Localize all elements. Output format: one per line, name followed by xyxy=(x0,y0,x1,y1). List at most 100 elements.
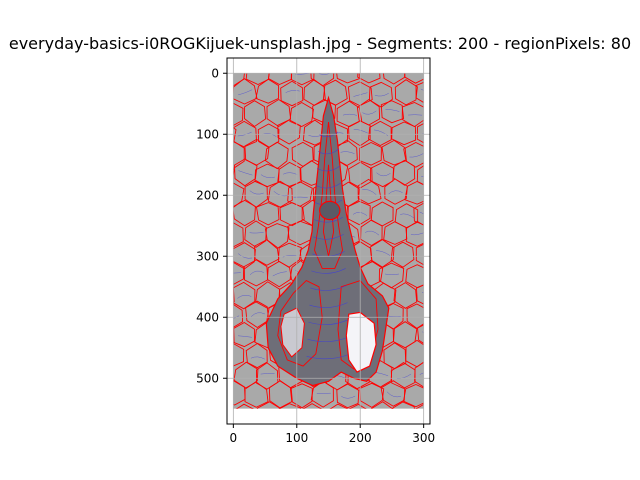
segment-cell xyxy=(394,203,419,229)
segment-cell xyxy=(415,81,424,104)
segment-cell xyxy=(416,122,424,144)
segment-cell xyxy=(359,141,382,166)
segment-contour xyxy=(352,212,368,216)
object-contour-line xyxy=(306,353,351,360)
segment-contour xyxy=(385,109,400,112)
object-contour-line xyxy=(310,285,347,291)
y-tick-label: 300 xyxy=(196,249,219,263)
segment-cell xyxy=(336,73,360,84)
y-tick-label: 500 xyxy=(196,371,219,385)
segment-contour xyxy=(233,315,240,319)
segment-cell xyxy=(197,100,220,127)
object-contour-line xyxy=(308,319,349,325)
segment-contour xyxy=(397,373,412,379)
x-tick-label: 200 xyxy=(349,431,372,445)
segment-cell xyxy=(371,401,394,409)
object-contour-line xyxy=(315,182,342,189)
segment-cell xyxy=(416,165,424,186)
segment-contour xyxy=(340,151,355,154)
object-contour-line xyxy=(318,131,339,138)
segment-contour xyxy=(331,415,345,417)
segment-cell xyxy=(233,287,235,303)
segment-contour xyxy=(376,250,391,256)
segment-cell xyxy=(198,220,221,247)
segment-contour xyxy=(374,93,389,97)
segment-cell xyxy=(392,159,416,186)
y-tick-label: 0 xyxy=(211,66,219,80)
segment-cell xyxy=(357,73,381,84)
object-contour-line xyxy=(314,216,343,223)
segment-cell xyxy=(404,73,424,84)
segment-cell xyxy=(289,101,314,127)
segment-contour xyxy=(205,151,219,154)
segment-contour xyxy=(362,189,377,195)
axes-frame xyxy=(226,57,431,425)
segment-contour xyxy=(260,174,276,179)
segment-cell xyxy=(278,403,301,409)
y-tick-label: 100 xyxy=(196,127,219,141)
segment-contour xyxy=(342,113,357,116)
segment-contour xyxy=(272,271,287,277)
object-contour-line xyxy=(313,234,344,240)
segment-cell xyxy=(347,200,371,226)
segment-contour xyxy=(420,88,424,91)
segment-cell xyxy=(209,203,232,229)
segment-contour xyxy=(421,292,424,294)
segment-cell xyxy=(244,381,269,408)
segment-cell xyxy=(291,73,315,86)
segment-cell xyxy=(413,202,424,226)
segment-contour xyxy=(249,270,265,275)
segment-cell xyxy=(266,98,292,128)
object-contour-line xyxy=(317,148,340,155)
segment-contour xyxy=(421,175,424,178)
segment-cell xyxy=(244,220,267,248)
segment-cell xyxy=(255,202,280,226)
segment-contour xyxy=(249,190,264,195)
segment-cell xyxy=(268,73,292,86)
y-tick-label: 400 xyxy=(196,310,219,324)
segment-contour xyxy=(217,293,231,296)
segment-cell xyxy=(393,321,418,349)
segment-cell xyxy=(360,219,383,247)
segment-contour xyxy=(250,312,266,317)
segment-contour xyxy=(386,391,401,398)
segment-contour xyxy=(206,353,220,355)
segment-cell xyxy=(233,182,245,208)
segment-contour xyxy=(214,97,228,98)
segment-contour xyxy=(238,170,253,176)
x-axis: 0 100 200 300 xyxy=(230,424,435,445)
segment-cell xyxy=(233,102,244,126)
segment-cell xyxy=(383,221,408,245)
segment-cell xyxy=(245,300,270,329)
segment-cell xyxy=(390,241,415,268)
neck-ring xyxy=(319,200,341,221)
segment-cell xyxy=(370,161,394,188)
object-contour-line xyxy=(311,268,346,274)
right-highlight xyxy=(345,311,377,373)
segment-contour xyxy=(237,131,252,137)
grid-lines xyxy=(227,58,430,424)
object-segment xyxy=(314,121,343,269)
segment-cell xyxy=(415,243,424,266)
segment-cell xyxy=(245,342,268,369)
segment-cell xyxy=(402,384,424,408)
y-axis: 0 100 200 300 400 500 xyxy=(196,66,227,385)
segment-cell xyxy=(406,303,424,329)
segment-cell xyxy=(394,79,418,106)
segment-cell xyxy=(405,220,424,247)
segment-cell xyxy=(417,324,424,344)
x-tick-label: 100 xyxy=(285,431,308,445)
object-segment xyxy=(277,280,323,367)
segment-contour xyxy=(409,153,424,158)
segment-cell xyxy=(208,82,232,108)
segment-cell xyxy=(254,239,280,266)
segment-cell xyxy=(233,260,245,285)
object-contour-line xyxy=(307,336,350,343)
segment-contour xyxy=(260,373,275,375)
segment-contour xyxy=(396,412,410,416)
segment-cell xyxy=(383,73,406,85)
x-tick-label: 0 xyxy=(230,431,238,445)
chart-title: everyday-basics-i0ROGKijuek-unsplash.jpg… xyxy=(8,34,632,53)
